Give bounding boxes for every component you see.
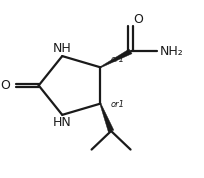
Text: or1: or1 (111, 55, 125, 64)
Text: O: O (0, 79, 10, 92)
Polygon shape (100, 103, 114, 132)
Text: O: O (133, 13, 143, 26)
Polygon shape (100, 49, 132, 68)
Text: NH₂: NH₂ (160, 45, 183, 58)
Text: or1: or1 (111, 100, 125, 109)
Text: NH: NH (53, 42, 72, 55)
Text: HN: HN (53, 116, 72, 129)
